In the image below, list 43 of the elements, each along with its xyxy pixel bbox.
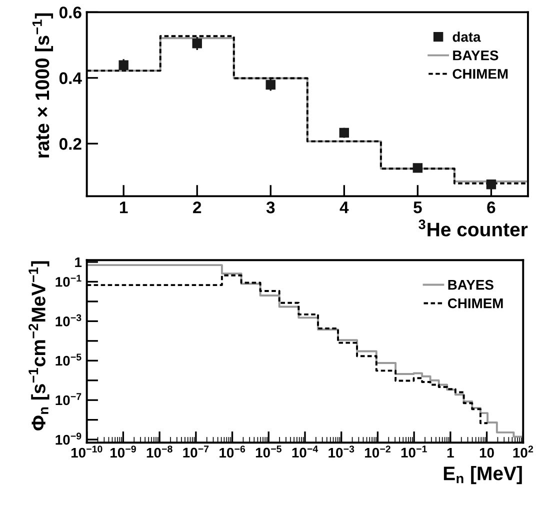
x-tick-label: 10$^{−3}$ <box>328 446 354 458</box>
x-tick-label: 3 <box>266 202 275 214</box>
legend-label: CHIMEM <box>448 298 503 308</box>
x-tick-label: 4 <box>340 202 349 214</box>
y-tick-label: 0.6 <box>59 6 82 18</box>
x-tick-label: 1 <box>447 448 454 458</box>
x-axis-title: E$_{n}$ [MeV] <box>444 466 522 484</box>
x-tick-label: 10$^{−4}$ <box>292 446 318 458</box>
x-tick-label: 10$^{−6}$ <box>220 446 246 458</box>
y-tick-label: 0.4 <box>59 72 82 84</box>
x-tick-label: 10$^{2}$ <box>513 446 534 458</box>
legend-label: CHIMEM <box>452 68 508 79</box>
y-tick-label: 1 <box>75 257 82 268</box>
point <box>266 80 276 90</box>
x-tick-label: 10 <box>480 448 494 458</box>
y-tick-label: 10$^{−9}$ <box>56 432 82 445</box>
x-tick-label: 10$^{−7}$ <box>183 446 209 458</box>
x-tick-label: 5 <box>414 202 422 214</box>
x-tick-label: 10$^{−8}$ <box>146 446 172 458</box>
y-tick-label: 10$^{−7}$ <box>56 393 82 406</box>
point <box>192 38 202 48</box>
x-axis-title: $^{3}$He counter <box>418 220 528 236</box>
y-axis-title: rate × 1000 [s$^{−1}$] <box>32 13 54 158</box>
point <box>486 180 496 190</box>
y-tick-label: 10$^{−3}$ <box>56 314 82 326</box>
x-tick-label: 10$^{−10}$ <box>71 446 102 458</box>
y-tick-label: 10$^{−5}$ <box>56 354 82 366</box>
x-tick-label: 10$^{−5}$ <box>256 446 282 458</box>
point <box>412 163 423 173</box>
legend-label: data <box>452 32 481 42</box>
x-tick-label: 6 <box>487 202 496 214</box>
legend-label: BAYES <box>448 280 494 290</box>
x-tick-label: 2 <box>193 202 202 214</box>
text: Φ$_{n}$ [s$^{−1}$cm$^{−2}$MeV$^{−1}$] <box>28 261 50 430</box>
x-tick-label: 10$^{−1}$ <box>401 446 427 458</box>
x-tick-label: 1 <box>120 202 128 214</box>
legend-label: BAYES <box>453 50 498 60</box>
y-tick-label: 0.2 <box>59 138 82 150</box>
x-tick-label: 10$^{−2}$ <box>365 446 390 458</box>
y-tick-label: 10$^{−1}$ <box>56 274 82 287</box>
point <box>339 128 350 138</box>
point <box>118 60 128 70</box>
x-tick-label: 10$^{−9}$ <box>110 446 136 458</box>
